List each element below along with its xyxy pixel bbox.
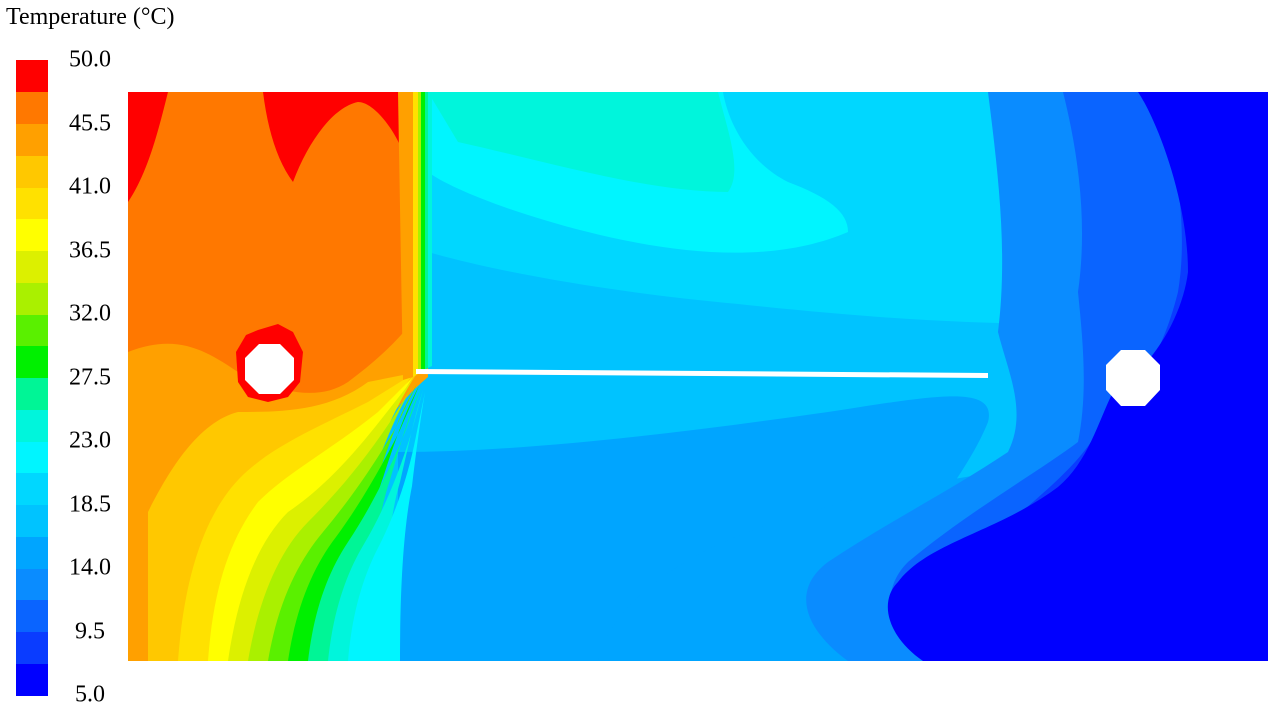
colorbar-segment: [16, 218, 48, 252]
region-left-band11: [348, 392, 425, 661]
colorbar-segment: [16, 155, 48, 188]
colorbar: [16, 60, 48, 696]
colorbar-tick-label: 45.5: [69, 110, 111, 136]
chart-title: Temperature (°C): [6, 4, 175, 30]
colorbar-tick-label: 18.5: [69, 491, 111, 517]
colorbar-segment: [16, 377, 48, 410]
region-left-band7: [268, 384, 417, 661]
front-band-1: [398, 92, 413, 380]
colorbar-segment: [16, 472, 48, 506]
colorbar-tick-label: 14.0: [69, 554, 111, 581]
cold-pipe: [1106, 350, 1160, 406]
region-left-band9: [308, 388, 421, 661]
region-top-hot: [128, 92, 168, 202]
colorbar-tick-label: 23.0: [69, 427, 111, 454]
colorbar-segment: [16, 60, 48, 93]
front-band-4: [421, 92, 425, 372]
hot-pipe: [245, 344, 294, 394]
front-band-3: [418, 92, 421, 374]
region-left-band10: [328, 390, 423, 661]
colorbar-segment: [16, 314, 48, 347]
colorbar-segment: [16, 187, 48, 220]
colorbar-segment: [16, 599, 48, 633]
colorbar-segment: [16, 536, 48, 569]
front-band-6: [428, 92, 432, 368]
colorbar-segment: [16, 441, 48, 474]
front-band-2: [413, 92, 418, 377]
region-left-band8: [288, 386, 419, 661]
colorbar-segment: [16, 568, 48, 601]
colorbar-segment: [16, 91, 48, 125]
horizontal-plate: [416, 369, 988, 378]
front-band-5: [425, 92, 428, 370]
region-mid-upper3: [428, 92, 735, 192]
region-top-hot2: [263, 92, 403, 182]
colorbar-tick-label: 41.0: [69, 173, 111, 200]
colorbar-tick-label: 50.0: [69, 46, 111, 73]
colorbar-segment: [16, 663, 48, 696]
colorbar-tick-label: 9.5: [75, 618, 105, 644]
colorbar-tick-label: 36.5: [69, 237, 111, 263]
colorbar-tick-label: 32.0: [69, 300, 111, 327]
colorbar-segment: [16, 250, 48, 283]
colorbar-segment: [16, 504, 48, 537]
colorbar-segment: [16, 409, 48, 442]
temperature-field: [128, 92, 1268, 661]
colorbar-tick-label: 5.0: [75, 681, 105, 708]
colorbar-segment: [16, 631, 48, 664]
colorbar-segment: [16, 123, 48, 156]
region-right-cold: [887, 92, 1268, 661]
colorbar-tick-label: 27.5: [69, 364, 111, 390]
colorbar-segment: [16, 345, 48, 379]
colorbar-segment: [16, 282, 48, 315]
